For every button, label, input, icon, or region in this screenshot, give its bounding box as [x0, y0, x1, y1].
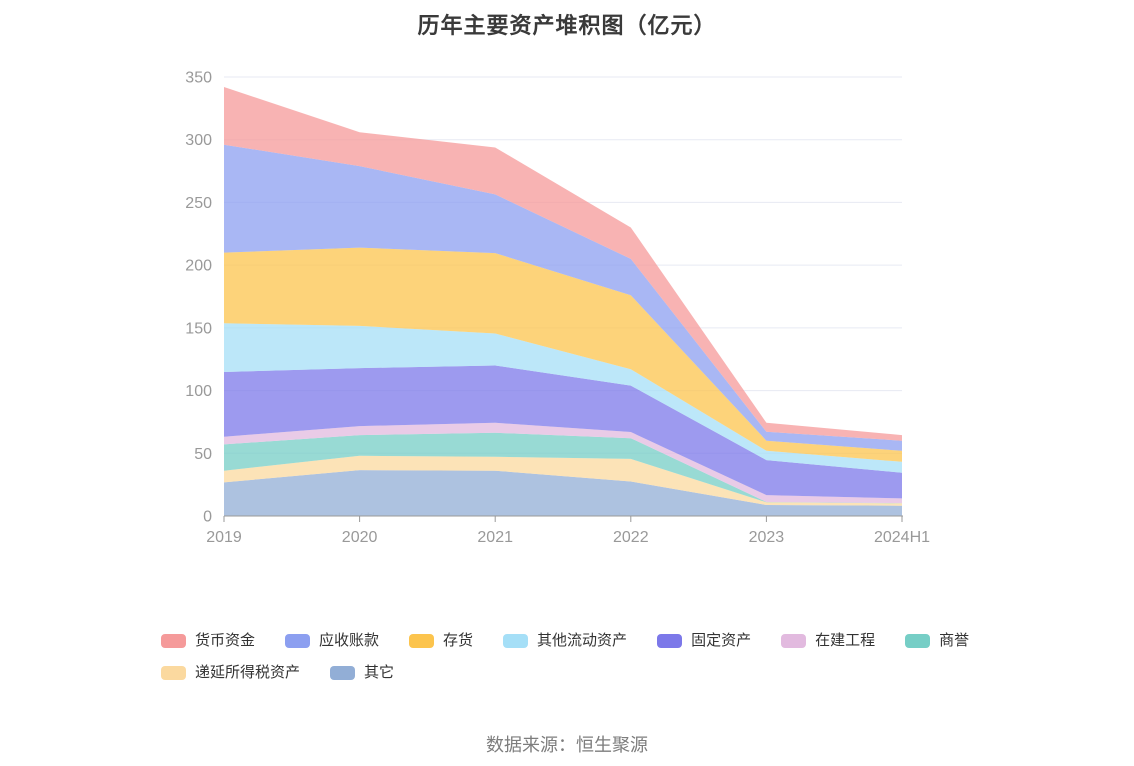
x-axis-label-2024H1: 2024H1	[874, 529, 930, 546]
legend-swatch-inventory	[409, 634, 435, 648]
legend-label-construction-in-progress: 在建工程	[815, 632, 876, 649]
chart-legend: 货币资金 应收账款 存货 其他流动资产 固定资产 在建工程 商誉递延所得税资产 其它	[161, 633, 973, 681]
legend-swatch-deferred-tax-assets	[161, 666, 186, 680]
legend-item-inventory[interactable]: 存货	[409, 633, 473, 649]
legend-label-monetary-funds: 货币资金	[195, 632, 256, 649]
legend-swatch-other-current-assets	[503, 634, 529, 648]
x-axis-label-2023: 2023	[749, 529, 785, 546]
legend-swatch-accounts-receivable	[285, 634, 311, 648]
y-axis-label-250: 250	[185, 195, 212, 212]
y-axis-label-50: 50	[194, 446, 212, 463]
legend-swatch-construction-in-progress	[781, 634, 807, 648]
legend-item-construction-in-progress[interactable]: 在建工程	[781, 633, 875, 649]
legend-item-monetary-funds[interactable]: 货币资金	[161, 633, 255, 649]
chart-title: 历年主要资产堆积图（亿元）	[417, 13, 717, 38]
legend-swatch-fixed-assets	[657, 634, 683, 648]
area-accounts-receivable	[224, 144, 902, 451]
legend-label-inventory: 存货	[443, 632, 474, 649]
legend-label-accounts-receivable: 应收账款	[319, 632, 380, 649]
legend-label-others: 其它	[364, 664, 395, 681]
y-axis-label-100: 100	[185, 383, 212, 400]
y-axis-label-200: 200	[185, 258, 212, 275]
legend-swatch-monetary-funds	[161, 634, 186, 648]
area-other-current-assets	[224, 323, 902, 473]
x-axis-label-2021: 2021	[477, 529, 513, 546]
legend-item-fixed-assets[interactable]: 固定资产	[657, 633, 751, 649]
x-axis-label-2022: 2022	[613, 529, 649, 546]
stacked-area-chart: 2019 2020 2021 2022 2023 2024H1 0 50 100 150 200 25…	[185, 70, 930, 547]
legend-item-deferred-tax-assets[interactable]: 递延所得税资产	[161, 665, 300, 681]
area-construction-in-progress	[224, 422, 902, 504]
area-fixed-assets	[224, 365, 902, 499]
area-others	[224, 470, 902, 516]
legend-swatch-others	[330, 666, 356, 680]
legend-label-goodwill: 商誉	[939, 632, 970, 649]
y-axis-label-350: 350	[185, 70, 212, 87]
legend-item-accounts-receivable[interactable]: 应收账款	[285, 633, 379, 649]
area-monetary-funds	[224, 87, 902, 441]
y-axis-label-150: 150	[185, 320, 212, 337]
legend-item-others[interactable]: 其它	[330, 665, 394, 681]
y-axis-label-0: 0	[203, 509, 212, 526]
area-goodwill	[224, 432, 902, 504]
legend-label-other-current-assets: 其他流动资产	[537, 632, 628, 649]
legend-swatch-goodwill	[905, 634, 931, 648]
legend-label-fixed-assets: 固定资产	[691, 632, 752, 649]
y-axis-label-300: 300	[185, 132, 212, 149]
area-deferred-tax-assets	[224, 455, 902, 506]
legend-item-other-current-assets[interactable]: 其他流动资产	[503, 633, 627, 649]
x-axis-label-2020: 2020	[342, 529, 378, 546]
data-source-note: 数据来源：恒生聚源	[486, 735, 648, 755]
legend-item-goodwill[interactable]: 商誉	[905, 633, 969, 649]
area-inventory	[224, 247, 902, 462]
legend-label-deferred-tax-assets: 递延所得税资产	[195, 664, 301, 681]
x-axis-label-2019: 2019	[206, 529, 242, 546]
